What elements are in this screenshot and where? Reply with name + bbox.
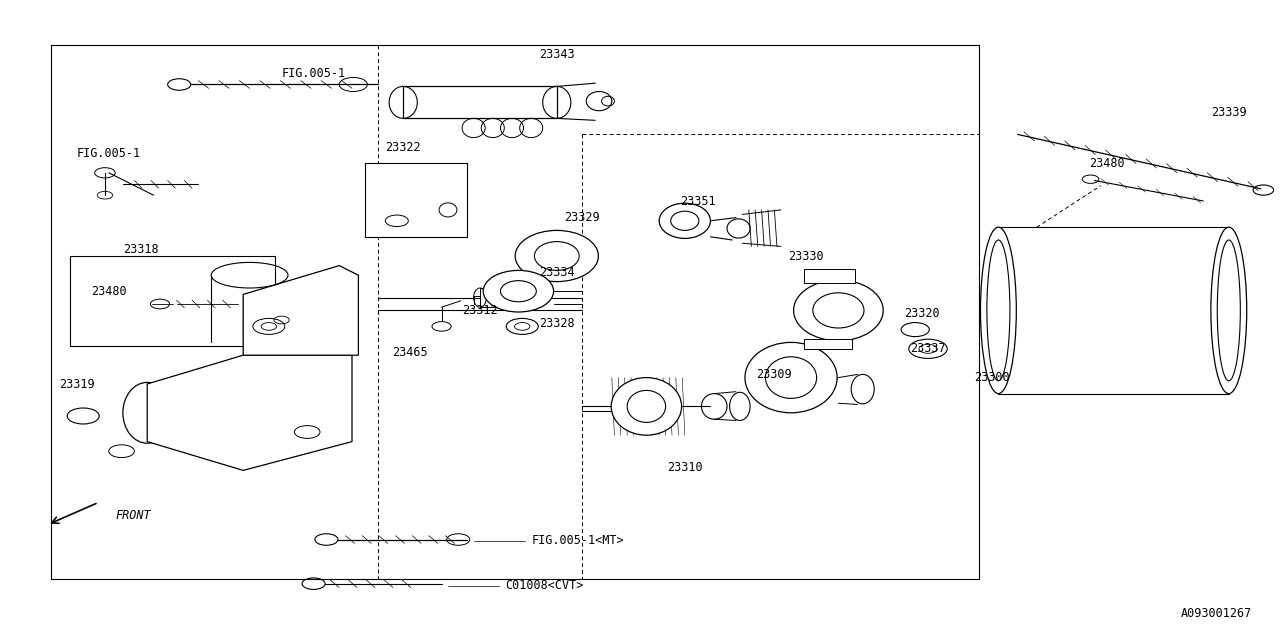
- Text: 23339: 23339: [1211, 106, 1247, 118]
- Text: A093001267: A093001267: [1180, 607, 1252, 620]
- Text: FIG.005-1<MT>: FIG.005-1<MT>: [531, 534, 623, 547]
- Ellipse shape: [1211, 227, 1247, 394]
- Bar: [804, 339, 852, 349]
- Text: 23334: 23334: [539, 266, 575, 278]
- Ellipse shape: [484, 270, 554, 312]
- Text: 23319: 23319: [59, 378, 95, 390]
- Text: 23480: 23480: [91, 285, 127, 298]
- Ellipse shape: [980, 227, 1016, 394]
- Text: 23310: 23310: [667, 461, 703, 474]
- Text: 23328: 23328: [539, 317, 575, 330]
- Text: 23480: 23480: [1089, 157, 1125, 170]
- Bar: [365, 163, 467, 237]
- Text: 23351: 23351: [680, 195, 716, 208]
- Text: C01008<CVT>: C01008<CVT>: [506, 579, 584, 592]
- Ellipse shape: [515, 230, 599, 282]
- Text: 23337: 23337: [910, 342, 946, 355]
- Ellipse shape: [901, 323, 929, 337]
- Text: 23312: 23312: [462, 304, 498, 317]
- Ellipse shape: [794, 280, 883, 340]
- Text: 23320: 23320: [904, 307, 940, 320]
- Ellipse shape: [659, 203, 710, 238]
- Ellipse shape: [612, 378, 682, 435]
- Text: FIG.005-1: FIG.005-1: [282, 67, 346, 80]
- Polygon shape: [147, 355, 352, 470]
- Text: FRONT: FRONT: [115, 509, 151, 522]
- Polygon shape: [480, 288, 518, 307]
- Text: 23300: 23300: [974, 371, 1010, 384]
- Text: 23329: 23329: [564, 211, 600, 224]
- Polygon shape: [403, 86, 557, 118]
- Text: 23465: 23465: [392, 346, 428, 358]
- Text: 23343: 23343: [539, 48, 575, 61]
- Text: 23330: 23330: [788, 250, 824, 262]
- Text: 23309: 23309: [756, 368, 792, 381]
- Ellipse shape: [745, 342, 837, 413]
- Text: 23322: 23322: [385, 141, 421, 154]
- Text: FIG.005-1: FIG.005-1: [77, 147, 141, 160]
- Bar: [804, 269, 855, 283]
- Text: 23318: 23318: [123, 243, 159, 256]
- Polygon shape: [243, 266, 358, 355]
